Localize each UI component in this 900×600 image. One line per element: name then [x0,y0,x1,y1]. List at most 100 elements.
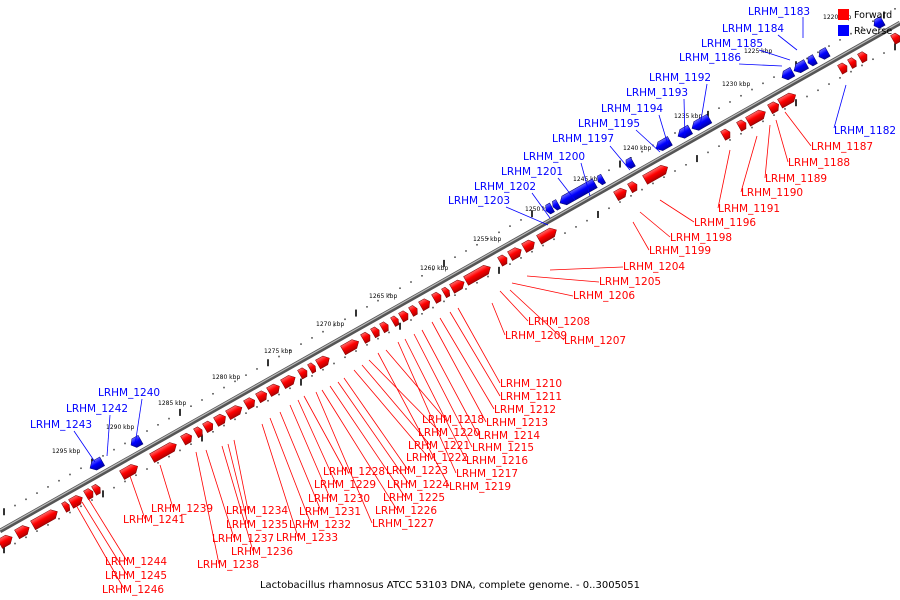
gene-label[interactable]: LRHM_1246 [102,584,164,596]
gene-label[interactable]: LRHM_1205 [599,276,661,288]
gene-label[interactable]: LRHM_1229 [314,479,376,491]
forward-gene[interactable] [340,337,362,356]
gene-label[interactable]: LRHM_1227 [372,518,434,530]
forward-gene[interactable] [225,403,245,421]
reverse-gene[interactable] [806,54,818,68]
gene-label[interactable]: LRHM_1224 [387,479,449,491]
gene-label[interactable]: LRHM_1237 [212,533,274,545]
reverse-gene[interactable] [872,16,886,30]
gene-label[interactable]: LRHM_1185 [701,38,763,50]
forward-gene[interactable] [91,483,103,496]
reverse-gene[interactable] [792,59,809,76]
reverse-gene[interactable] [690,113,713,133]
gene-label[interactable]: LRHM_1226 [375,505,437,517]
reverse-gene[interactable] [676,124,693,141]
forward-gene[interactable] [61,501,72,513]
gene-label[interactable]: LRHM_1238 [197,559,259,571]
forward-gene[interactable] [213,412,228,427]
gene-label[interactable]: LRHM_1214 [478,430,540,442]
gene-label[interactable]: LRHM_1201 [501,166,563,178]
forward-gene[interactable] [68,493,85,509]
gene-label[interactable]: LRHM_1200 [523,151,585,163]
forward-gene[interactable] [83,487,96,501]
gene-label[interactable]: LRHM_1209 [505,330,567,342]
gene-label[interactable]: LRHM_1210 [500,378,562,390]
forward-gene[interactable] [243,396,258,410]
forward-gene[interactable] [390,315,401,327]
gene-label[interactable]: LRHM_1223 [386,465,448,477]
gene-label[interactable]: LRHM_1222 [406,452,468,464]
forward-gene[interactable] [745,108,768,127]
forward-gene[interactable] [536,226,559,245]
reverse-gene[interactable] [596,173,607,186]
forward-gene[interactable] [463,263,493,286]
gene-label[interactable]: LRHM_1213 [486,417,548,429]
gene-label[interactable]: LRHM_1182 [834,125,896,137]
gene-label[interactable]: LRHM_1186 [679,52,741,64]
gene-label[interactable]: LRHM_1204 [623,261,685,273]
gene-label[interactable]: LRHM_1203 [448,195,510,207]
gene-label[interactable]: LRHM_1184 [722,23,784,35]
gene-label[interactable]: LRHM_1208 [528,316,590,328]
forward-gene[interactable] [255,389,270,404]
gene-label[interactable]: LRHM_1219 [449,481,511,493]
forward-gene[interactable] [613,186,629,201]
gene-label[interactable]: LRHM_1183 [748,6,810,18]
forward-gene[interactable] [379,321,391,334]
gene-label[interactable]: LRHM_1235 [226,519,288,531]
gene-label[interactable]: LRHM_1244 [105,556,167,568]
forward-gene[interactable] [266,382,282,397]
gene-label[interactable]: LRHM_1217 [456,468,518,480]
gene-label[interactable]: LRHM_1202 [474,181,536,193]
reverse-gene[interactable] [551,199,562,212]
gene-label[interactable]: LRHM_1187 [811,141,873,153]
gene-label[interactable]: LRHM_1233 [276,532,338,544]
forward-gene[interactable] [720,128,733,141]
forward-gene[interactable] [857,50,870,64]
forward-gene[interactable] [149,440,179,463]
forward-gene[interactable] [119,462,141,480]
gene-label[interactable]: LRHM_1231 [299,506,361,518]
gene-label[interactable]: LRHM_1239 [151,503,213,515]
gene-label[interactable]: LRHM_1218 [422,414,484,426]
gene-label[interactable]: LRHM_1197 [552,133,614,145]
gene-label[interactable]: LRHM_1212 [494,404,556,416]
forward-gene[interactable] [507,245,524,261]
gene-label[interactable]: LRHM_1242 [66,403,128,415]
gene-label[interactable]: LRHM_1241 [123,514,185,526]
gene-label[interactable]: LRHM_1211 [500,391,562,403]
gene-label[interactable]: LRHM_1198 [670,232,732,244]
gene-label[interactable]: LRHM_1188 [788,157,850,169]
forward-gene[interactable] [497,253,510,267]
gene-label[interactable]: LRHM_1228 [323,466,385,478]
gene-label[interactable]: LRHM_1220 [418,427,480,439]
forward-gene[interactable] [431,291,444,304]
forward-gene[interactable] [449,278,467,294]
forward-gene[interactable] [14,523,32,540]
gene-label[interactable]: LRHM_1234 [226,505,288,517]
gene-label[interactable]: LRHM_1240 [98,387,160,399]
forward-gene[interactable] [441,286,452,299]
gene-label[interactable]: LRHM_1236 [231,546,293,558]
forward-gene[interactable] [193,426,205,439]
forward-gene[interactable] [0,533,15,549]
reverse-gene[interactable] [129,434,144,449]
reverse-gene[interactable] [88,456,105,473]
forward-gene[interactable] [202,420,216,433]
forward-gene[interactable] [627,180,640,194]
reverse-gene[interactable] [558,178,598,207]
reverse-gene[interactable] [780,67,796,82]
forward-gene[interactable] [418,297,433,312]
gene-label[interactable]: LRHM_1195 [578,118,640,130]
gene-label[interactable]: LRHM_1216 [466,455,528,467]
forward-gene[interactable] [736,119,749,132]
gene-label[interactable]: LRHM_1245 [105,570,167,582]
forward-gene[interactable] [642,163,671,185]
forward-gene[interactable] [30,507,60,531]
forward-gene[interactable] [398,309,411,323]
gene-label[interactable]: LRHM_1193 [626,87,688,99]
gene-label[interactable]: LRHM_1199 [649,245,711,257]
gene-label[interactable]: LRHM_1232 [289,519,351,531]
gene-label[interactable]: LRHM_1196 [694,217,756,229]
forward-gene[interactable] [297,366,310,380]
